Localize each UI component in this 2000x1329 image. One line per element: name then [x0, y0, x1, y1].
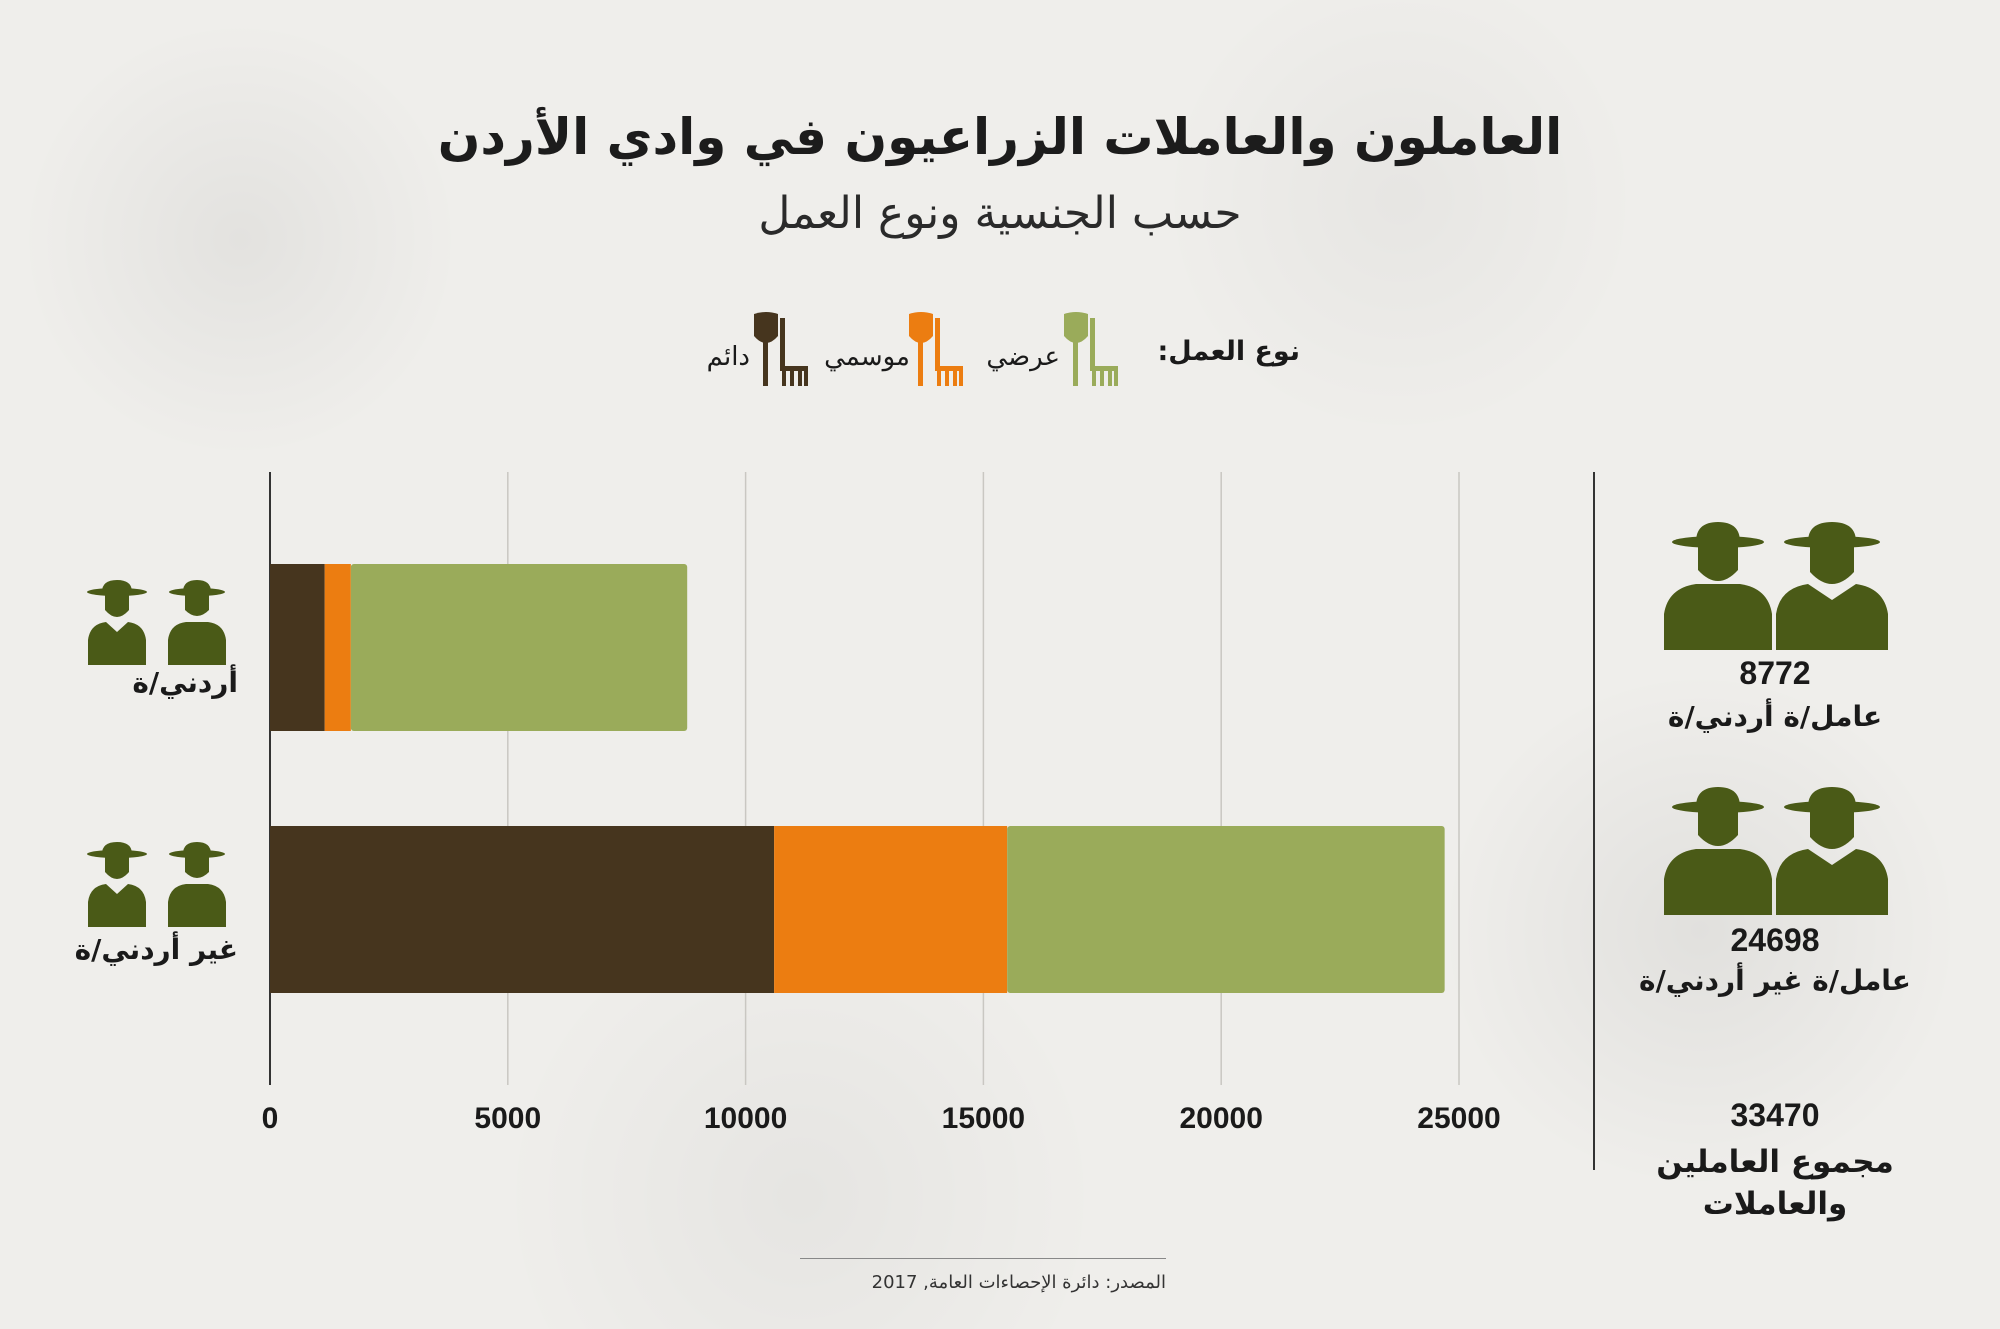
category-label-non-jordanian: غير أردني/ة [74, 933, 238, 966]
bar-segment-seasonal-jordanian [324, 564, 351, 731]
bar-segment-permanent-non-jordanian [270, 826, 775, 993]
jordanian-total-value: 8772 [1739, 655, 1811, 691]
x-tick-label: 0 [262, 1102, 279, 1135]
bar-segment-temporary-non-jordanian [1007, 826, 1445, 993]
legend-item-temporary: عرضي [986, 342, 1060, 372]
x-tick-label: 15000 [942, 1102, 1025, 1135]
non-jordanian-farmers-icon [87, 842, 226, 927]
grand-total-value: 33470 [1730, 1097, 1820, 1133]
bar-segment-temporary-jordanian [350, 564, 688, 731]
legend-item-permanent: دائم [706, 342, 750, 372]
x-tick-label: 25000 [1417, 1102, 1500, 1135]
permanent-shovel-rake-icon [754, 312, 808, 386]
non-jordanian-total-farmers-icon [1664, 787, 1888, 915]
jordanian-total-label: عامل/ة أردني/ة [1667, 700, 1883, 733]
source-divider [800, 1258, 1166, 1259]
seasonal-shovel-rake-icon [909, 312, 963, 386]
legend-label: نوع العمل: [1157, 336, 1300, 367]
jordanian-total-farmers-icon [1664, 522, 1888, 650]
chart-subtitle: حسب الجنسية ونوع العمل [758, 188, 1242, 239]
bar-segment-permanent-jordanian [270, 564, 325, 731]
non-jordanian-total-value: 24698 [1730, 922, 1820, 958]
bar-segment-seasonal-non-jordanian [774, 826, 1008, 993]
x-tick-label: 20000 [1179, 1102, 1262, 1135]
temporary-shovel-rake-icon [1064, 312, 1118, 386]
grand-total-label-line2: والعاملات [1702, 1186, 1848, 1222]
x-tick-label: 5000 [474, 1102, 541, 1135]
non-jordanian-total-label: عامل/ة غير أردني/ة [1639, 964, 1911, 997]
grand-total-label-line1: مجموع العاملين [1656, 1144, 1894, 1180]
legend-item-seasonal: موسمي [824, 342, 910, 372]
x-tick-label: 10000 [704, 1102, 787, 1135]
category-label-jordanian: أردني/ة [132, 666, 238, 699]
jordanian-farmers-icon [87, 580, 226, 665]
chart-title: العاملون والعاملات الزراعيون في وادي الأ… [437, 108, 1563, 166]
source-note: المصدر: دائرة الإحصاءات العامة, 2017 [871, 1272, 1166, 1293]
